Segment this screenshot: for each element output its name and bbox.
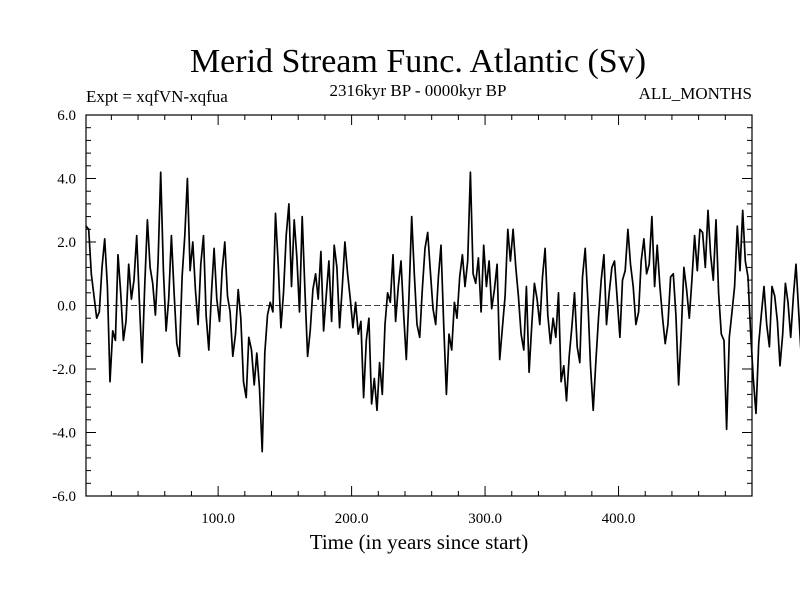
- series-line-0: [85, 171, 800, 453]
- series-group: [85, 171, 800, 453]
- x-tick-label: 200.0: [335, 511, 369, 527]
- chart-subtitle-center: 2316kyr BP - 0000kyr BP: [330, 81, 507, 100]
- y-tick-labels: 6.0 4.0 2.0 0.0 -2.0 -4.0 -6.0: [52, 108, 76, 505]
- y-tick-label: 0.0: [57, 299, 76, 315]
- axis-ticks: [86, 114, 752, 497]
- x-tick-label: 100.0: [201, 511, 235, 527]
- x-tick-labels: 100.0 200.0 300.0 400.0: [201, 511, 635, 527]
- y-tick-label: 6.0: [57, 108, 76, 124]
- chart-subtitle-right: ALL_MONTHS: [639, 84, 752, 103]
- y-tick-label: 2.0: [57, 235, 76, 251]
- y-tick-label: -6.0: [52, 489, 76, 505]
- x-axis-label: Time (in years since start): [310, 530, 529, 554]
- y-tick-label: 4.0: [57, 172, 76, 188]
- x-tick-label: 400.0: [602, 511, 636, 527]
- chart-title: Merid Stream Func. Atlantic (Sv): [190, 43, 646, 80]
- y-tick-label: -2.0: [52, 362, 76, 378]
- y-tick-label: -4.0: [52, 426, 76, 442]
- chart-subtitle-left: Expt = xqfVN-xqfua: [86, 87, 228, 106]
- x-tick-label: 300.0: [468, 511, 502, 527]
